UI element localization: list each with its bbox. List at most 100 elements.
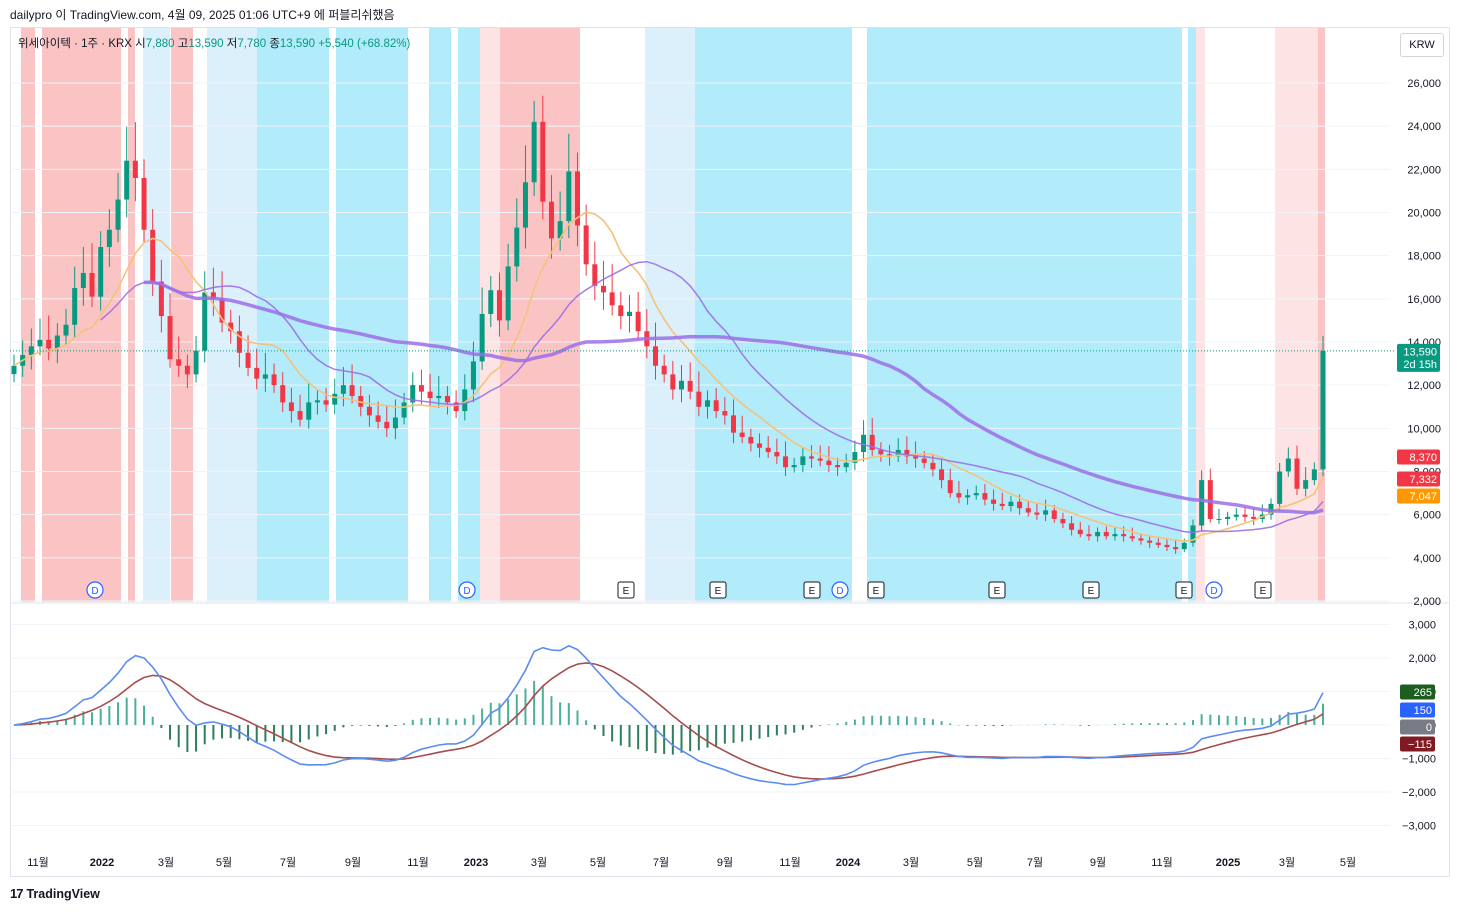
dividend-marker-text: D [836, 586, 843, 597]
time-tick: 5월 [216, 856, 232, 869]
candle-body [141, 177, 147, 230]
candle-body [1242, 514, 1248, 517]
candle-body [1086, 534, 1092, 537]
candle-body [1155, 542, 1161, 545]
candle-body [228, 322, 234, 332]
candle-body [930, 462, 936, 470]
time-tick: 11월 [1151, 856, 1173, 869]
time-tick: 9월 [1090, 856, 1106, 869]
earnings-marker-text: E [1181, 586, 1188, 597]
earnings-marker-text: E [994, 586, 1001, 597]
time-tick: 7월 [653, 856, 669, 869]
price-label-text: 13,590 [1403, 346, 1437, 358]
earnings-marker-text: E [1088, 586, 1095, 597]
candle-body [418, 385, 424, 392]
symbol-legend: 위세아이텍 · 1주 · KRX 시7,880 고13,590 저7,780 종… [18, 35, 410, 51]
candle-body [358, 395, 364, 407]
candle-body [479, 313, 485, 362]
signal-band [1275, 28, 1318, 602]
candle-body [410, 385, 416, 403]
currency-button[interactable]: KRW [1400, 33, 1444, 57]
candle-body [531, 121, 537, 183]
earnings-marker [1254, 581, 1272, 599]
candle-body [427, 391, 433, 399]
candle-body [1008, 501, 1014, 507]
price-label-box [1397, 343, 1440, 372]
candle-body [124, 160, 130, 200]
earnings-marker-text: E [1260, 586, 1267, 597]
candle-body [791, 465, 797, 468]
candle-body [115, 199, 121, 230]
dividend-marker-text: D [463, 586, 470, 597]
signal-band [867, 28, 1182, 602]
candle-body [436, 395, 442, 399]
candle-body [401, 402, 407, 418]
signal-band [500, 28, 580, 602]
candle-body [566, 171, 572, 222]
candle-body [288, 402, 294, 412]
candle-body [245, 352, 251, 368]
close-value: 13,590 [279, 38, 316, 50]
candle-body [1285, 458, 1291, 472]
candle-body [774, 452, 780, 457]
candle-body [150, 229, 156, 282]
candle-body [375, 415, 381, 422]
candle-body [1207, 480, 1213, 519]
candle-body [652, 346, 658, 366]
candle-body [887, 454, 893, 457]
price-tick: 26,000 [1407, 78, 1441, 90]
candle-body [522, 182, 528, 228]
candle-body [783, 456, 789, 468]
time-tick: 3월 [531, 856, 547, 869]
candle-body [956, 493, 962, 498]
macd-label-text: 0 [1426, 722, 1432, 734]
dividend-marker [86, 581, 104, 599]
signal-band [645, 28, 695, 602]
signal-band [21, 28, 35, 602]
time-tick: 3월 [158, 856, 174, 869]
earnings-marker [709, 581, 727, 599]
candle-body [323, 400, 329, 405]
signal-band [336, 28, 408, 602]
candle-body [679, 380, 685, 390]
candle-body [635, 311, 641, 332]
candle-body [939, 469, 945, 481]
price-tick: 6,000 [1413, 510, 1441, 522]
candle-body [1043, 510, 1049, 515]
candle-body [592, 264, 598, 286]
time-tick: 7월 [280, 856, 296, 869]
candle-body [1069, 523, 1075, 530]
open-label: 시 [135, 38, 146, 50]
macd-tick: 3,000 [1408, 620, 1436, 632]
candle-body [973, 493, 979, 496]
symbol-label: 위세아이텍 · 1주 · KRX [18, 38, 132, 50]
candle-body [1181, 542, 1187, 550]
earnings-marker [617, 581, 635, 599]
candle-body [314, 400, 320, 403]
candle-body [965, 495, 971, 498]
earnings-marker [988, 581, 1006, 599]
candle-body [340, 385, 346, 394]
candle-body [1112, 534, 1118, 537]
dividend-marker-text: D [1210, 586, 1217, 597]
moving-averages [10, 211, 1396, 543]
macd-tick: −1,000 [1402, 754, 1436, 766]
time-axis: 11월 2022 3월 5월 7월 9월 11월 2023 3월 5월 7월 9월 11월 2024 3월 5… [27, 856, 1356, 869]
candle-body [878, 449, 884, 455]
signal-band [207, 28, 257, 602]
candle-body [1216, 518, 1222, 520]
candle-body [349, 385, 355, 396]
signal-band [1196, 28, 1205, 602]
macd-label-box [1400, 702, 1435, 718]
candle-body [392, 417, 398, 429]
candle-body [297, 411, 303, 420]
candle-body [1017, 501, 1023, 509]
dividend-marker [458, 581, 476, 599]
footer-brand[interactable]: 17 TradingView [10, 886, 100, 901]
signal-band [171, 28, 193, 602]
candle-body [63, 324, 69, 336]
candle-body [574, 171, 580, 226]
time-tick: 2022 [90, 857, 114, 869]
price-label-box [1397, 488, 1440, 504]
